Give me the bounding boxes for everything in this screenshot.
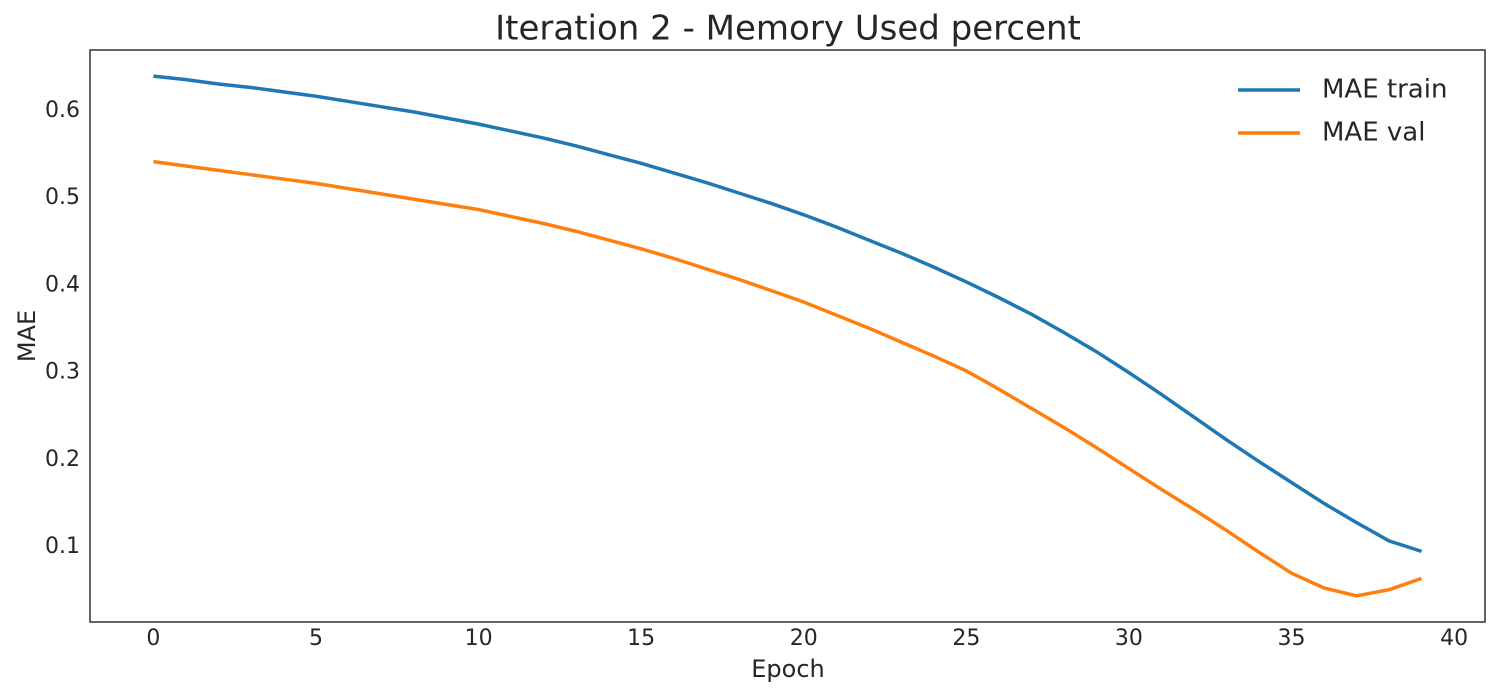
y-tick-label: 0.3 [45, 360, 80, 385]
legend-label: MAE train [1322, 75, 1447, 105]
y-tick-label: 0.2 [45, 447, 80, 472]
data-line [153, 159, 1423, 598]
x-tick-label: 40 [1440, 626, 1468, 651]
chart-title: Iteration 2 - Memory Used percent [495, 9, 1081, 49]
x-tick-label: 20 [790, 626, 818, 651]
x-tick-label: 25 [952, 626, 980, 651]
x-tick-label: 10 [465, 626, 493, 651]
y-axis-label: MAE [13, 310, 41, 362]
plot-frame [89, 49, 1486, 623]
legend-label: MAE val [1322, 118, 1425, 148]
y-tick-label: 0.6 [45, 98, 80, 123]
x-tick-label: 30 [1115, 626, 1143, 651]
x-tick-label: 15 [627, 626, 655, 651]
x-tick-label: 0 [146, 626, 160, 651]
x-axis-label: Epoch [751, 655, 825, 683]
y-tick-label: 0.5 [45, 185, 80, 210]
x-tick-label: 35 [1278, 626, 1306, 651]
y-tick-label: 0.4 [45, 272, 80, 297]
y-tick-label: 0.1 [45, 534, 80, 559]
data-line [153, 74, 1423, 554]
x-tick-label: 5 [309, 626, 323, 651]
